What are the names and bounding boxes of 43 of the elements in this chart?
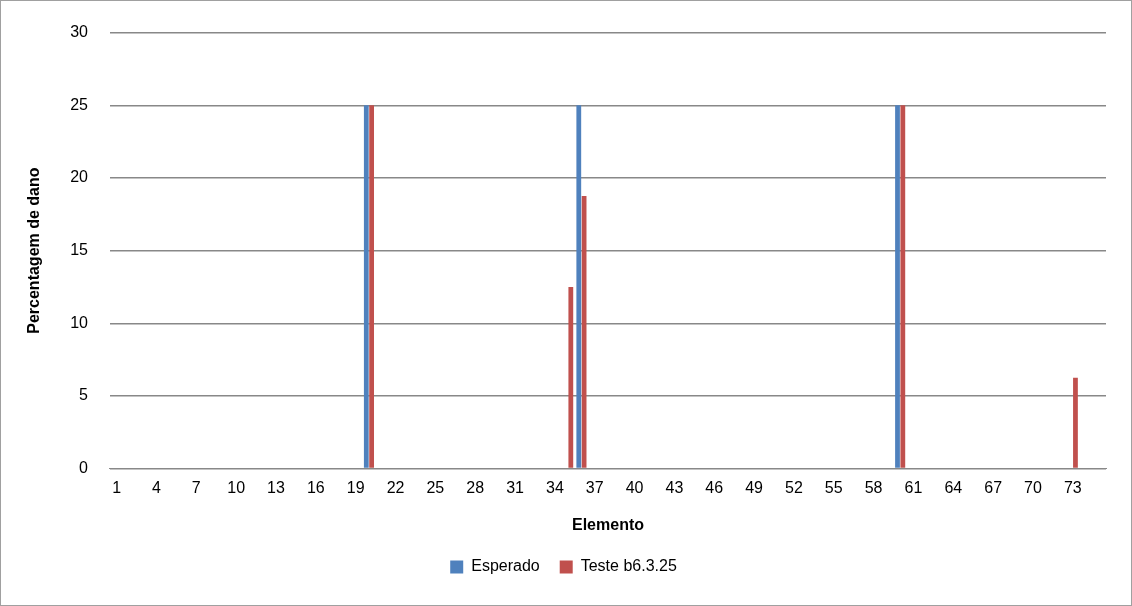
y-tick-label: 20	[70, 168, 89, 186]
x-tick-label: 10	[227, 478, 246, 496]
x-tick-label: 28	[466, 478, 485, 496]
x-tick-label: 16	[306, 478, 325, 496]
x-tick-label: 22	[386, 478, 405, 496]
x-tick-label: 58	[864, 478, 883, 496]
x-tick-label: 43	[665, 478, 684, 496]
x-tick-label: 55	[824, 478, 843, 496]
legend-label: Teste b6.3.25	[580, 557, 677, 575]
bar	[363, 105, 369, 468]
bar	[1073, 377, 1078, 468]
x-tick-label: 49	[745, 478, 764, 496]
x-tick-label: 25	[426, 478, 445, 496]
y-tick-label: 15	[70, 241, 89, 259]
bar	[900, 105, 906, 468]
x-tick-label: 13	[267, 478, 285, 496]
y-tick-label: 25	[70, 95, 89, 113]
x-tick-label: 61	[904, 478, 923, 496]
bar	[369, 105, 374, 468]
x-tick-label: 1	[112, 478, 122, 496]
x-tick-label: 46	[705, 478, 724, 496]
x-tick-label: 67	[984, 478, 1003, 496]
x-tick-label: 73	[1063, 478, 1082, 496]
x-tick-label: 70	[1024, 478, 1042, 496]
bar	[895, 105, 900, 468]
x-tick-label: 64	[944, 478, 963, 496]
y-axis-title: Percentagem de dano	[25, 167, 43, 334]
x-tick-label: 7	[191, 478, 201, 496]
x-tick-label: 19	[346, 478, 365, 496]
bar	[568, 286, 574, 468]
bar	[576, 105, 582, 468]
legend-label: Esperado	[471, 557, 540, 575]
x-tick-label: 37	[585, 478, 604, 496]
x-axis-title: Elemento	[571, 515, 645, 533]
y-tick-label: 30	[70, 23, 89, 41]
y-tick-label: 0	[79, 459, 89, 477]
x-tick-label: 40	[625, 478, 644, 496]
y-tick-label: 10	[70, 313, 89, 331]
y-tick-label: 5	[79, 386, 89, 404]
x-tick-label: 4	[152, 478, 162, 496]
x-tick-label: 31	[506, 478, 525, 496]
x-tick-label: 34	[545, 478, 564, 496]
x-tick-label: 52	[785, 478, 803, 496]
